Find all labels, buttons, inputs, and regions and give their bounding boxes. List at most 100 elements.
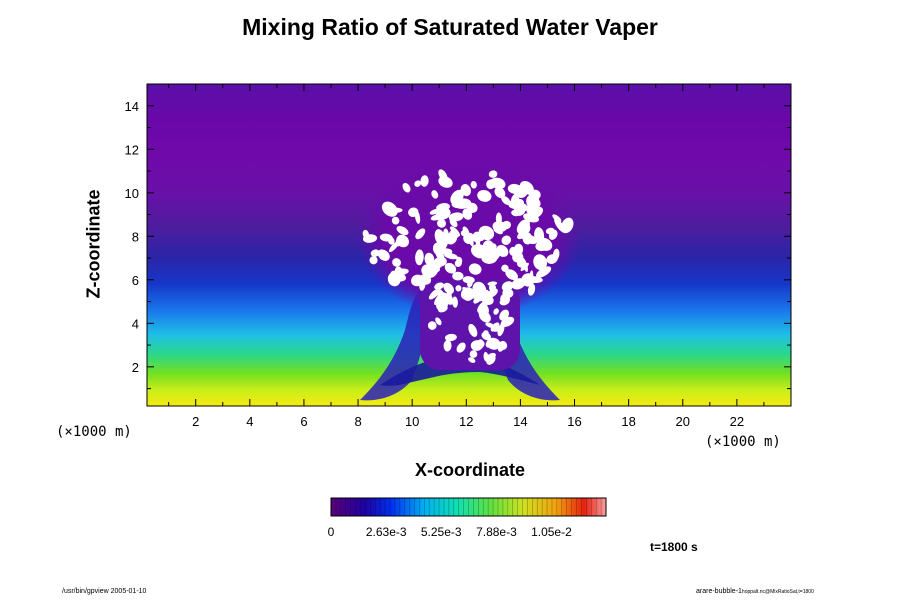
saturated-blob [554,218,566,233]
saturated-blob [452,296,458,308]
saturated-blob [445,232,458,245]
saturated-blob [519,180,534,195]
saturated-blob [473,340,485,349]
x-unit-label: (×1000 m) [705,434,781,450]
saturated-blob [545,227,555,235]
saturated-blob [369,256,378,265]
saturated-blob [443,282,454,294]
saturated-blob [508,198,525,209]
saturated-blob [468,323,478,337]
saturated-blob [370,249,380,257]
colorbar-tick-label: 7.88e-3 [476,525,517,539]
saturated-blob [517,229,528,240]
saturated-blob [477,189,492,202]
saturated-blob [396,226,409,236]
saturated-blob [498,340,508,350]
saturated-blob [499,309,510,321]
saturated-blob [511,209,521,217]
saturated-blob [481,253,498,264]
y-tick-label: 8 [132,229,139,244]
saturated-blob [421,264,435,278]
colorbar-gradient [331,498,606,516]
saturated-blob [522,278,531,287]
saturated-blob [469,350,478,358]
saturated-blob [451,199,470,209]
saturated-blob [454,259,462,267]
time-label: t=1800 s [650,540,698,554]
saturated-blob [494,187,506,199]
x-tick-label: 16 [567,414,581,429]
y-tick-label: 2 [132,360,139,375]
footer-right-main: arare-bubble-1 [696,588,742,595]
y-axis: 2 4 6 8 10 12 14 [125,83,791,390]
y-tick-label: 10 [125,186,139,201]
saturated-blob [486,352,496,360]
plot-area [147,84,791,406]
x-tick-label: 20 [676,414,690,429]
saturated-blob [431,190,439,199]
saturated-blob [432,242,444,256]
saturated-blob [536,266,552,278]
x-tick-label: 6 [300,414,307,429]
saturated-blob [527,283,536,296]
saturated-blob [490,177,506,190]
saturated-blob [402,182,411,193]
saturated-blob [452,271,464,281]
saturated-blob [443,339,452,352]
saturated-blob [500,293,510,305]
x-tick-label: 10 [405,414,419,429]
saturated-blob [463,232,475,244]
saturated-blob [396,234,409,248]
saturated-blob [470,180,477,189]
saturated-blob [486,288,498,298]
chart-title: Mixing Ratio of Saturated Water Vaper [242,14,658,40]
saturated-blob [455,285,462,292]
y-tick-label: 6 [132,273,139,288]
saturated-blob [436,256,447,267]
x-axis-label: X-coordinate [414,460,525,480]
saturated-blob [467,280,473,288]
saturated-blob [424,252,435,266]
saturated-blob [487,281,498,286]
saturated-blob [419,278,426,291]
saturated-blob [415,249,424,266]
saturated-blob [430,212,448,221]
saturated-blob [460,230,467,237]
saturated-blob [463,289,474,297]
saturated-blob [449,218,458,228]
x-tick-label: 12 [459,414,473,429]
saturated-blob [482,330,489,337]
x-tick-label: 18 [621,414,635,429]
saturated-blob [414,210,421,224]
z-unit-label: (×1000 m) [56,424,132,440]
colorbar-tick-label: 5.25e-3 [421,525,462,539]
saturated-blob [427,321,437,330]
saturated-blob [420,175,429,187]
saturated-blob [535,241,547,252]
y-tick-label: 4 [132,316,139,331]
saturated-blob [521,273,535,287]
saturated-blob [377,249,390,261]
saturated-blob [438,176,453,188]
saturated-blob [501,195,511,205]
x-tick-label: 8 [354,414,361,429]
saturated-blob [468,263,482,275]
saturated-blob [478,304,489,318]
saturated-blob [379,233,393,242]
saturated-blob [443,295,455,305]
saturated-blob [362,229,369,239]
saturated-blob [435,317,442,326]
plume-core [380,356,540,386]
saturated-blob [473,295,482,304]
saturated-blob [472,231,484,242]
colorbar: 0 2.63e-3 5.25e-3 7.88e-3 1.05e-2 [328,497,607,539]
colorbar-frame [330,497,607,517]
saturated-blob [391,216,400,225]
saturated-blob [444,333,457,342]
saturated-blob [468,357,476,363]
footer-right: arare-bubble-1hoppalt.nc@MixRatioSat,t=1… [696,588,814,595]
saturated-blob [394,273,407,282]
saturated-blob [434,282,445,290]
saturated-blob [450,226,461,237]
